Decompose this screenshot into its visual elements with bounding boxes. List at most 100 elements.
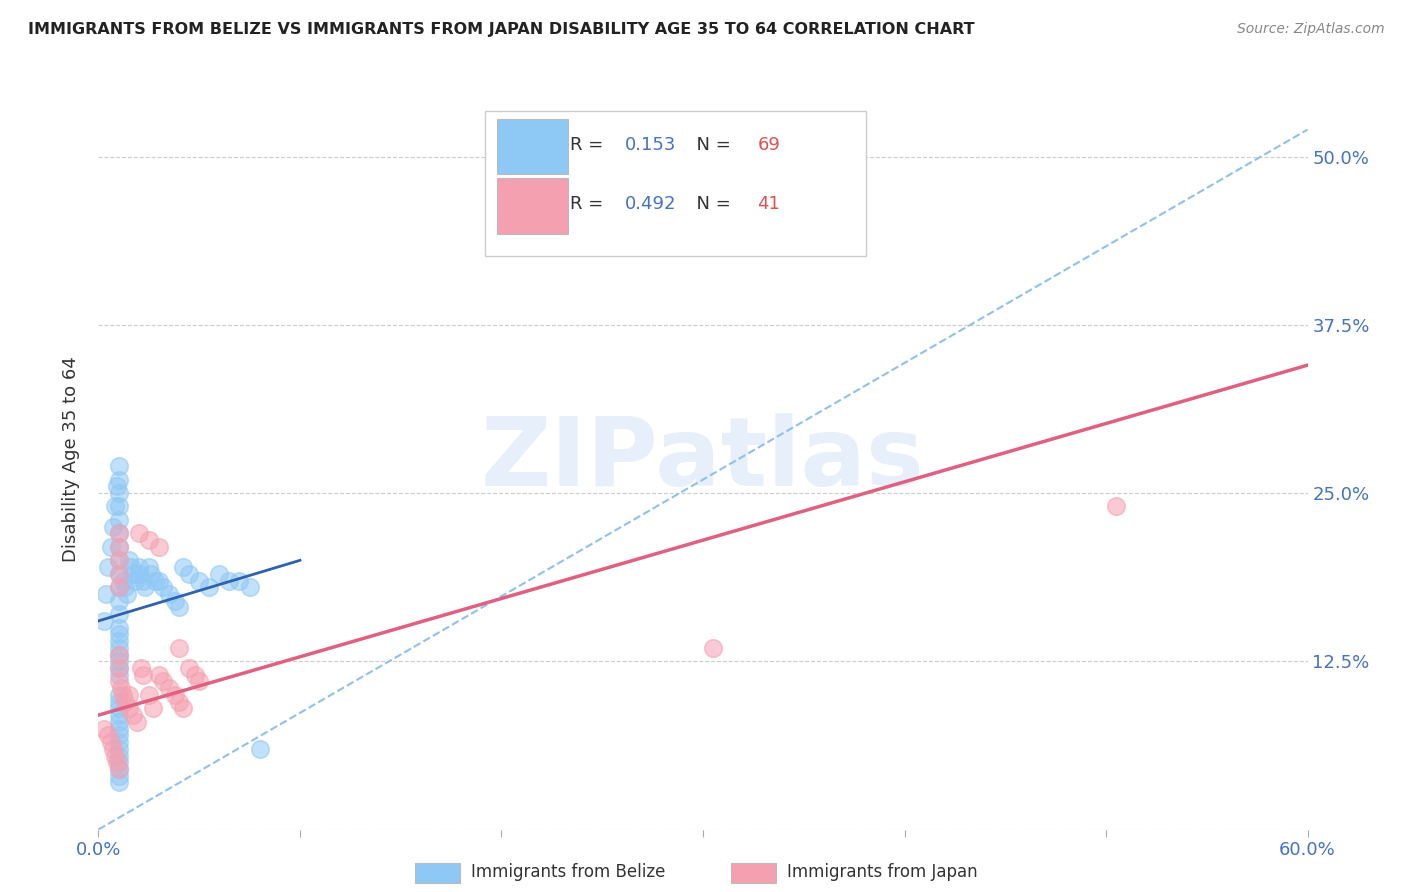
Point — [107, 701, 129, 715]
Point — [107, 741, 129, 756]
Point — [167, 600, 190, 615]
Point — [107, 553, 129, 567]
Point — [179, 566, 201, 581]
Point — [107, 580, 129, 594]
Text: 69: 69 — [758, 136, 780, 153]
Point — [107, 648, 129, 662]
Point — [167, 695, 190, 709]
Point — [132, 574, 155, 588]
Point — [157, 681, 180, 696]
Point — [172, 560, 194, 574]
Point — [228, 574, 250, 588]
Point — [148, 574, 170, 588]
Point — [128, 560, 150, 574]
Point — [167, 640, 190, 655]
Text: R =: R = — [569, 195, 609, 213]
Point — [93, 722, 115, 736]
Point — [121, 708, 143, 723]
Point — [100, 735, 122, 749]
Point — [124, 574, 146, 588]
Point — [111, 688, 134, 702]
Text: IMMIGRANTS FROM BELIZE VS IMMIGRANTS FROM JAPAN DISABILITY AGE 35 TO 64 CORRELAT: IMMIGRANTS FROM BELIZE VS IMMIGRANTS FRO… — [28, 22, 974, 37]
Point — [163, 593, 186, 607]
Point — [1105, 500, 1128, 514]
Point — [148, 540, 170, 554]
Point — [107, 593, 129, 607]
Point — [129, 661, 152, 675]
Point — [107, 640, 129, 655]
Text: 41: 41 — [758, 195, 780, 213]
Point — [107, 714, 129, 729]
Point — [107, 553, 129, 567]
Point — [152, 674, 174, 689]
FancyBboxPatch shape — [485, 112, 866, 256]
Point — [148, 667, 170, 681]
Point — [107, 661, 129, 675]
Point — [172, 701, 194, 715]
Point — [107, 526, 129, 541]
Point — [107, 513, 129, 527]
Point — [118, 688, 141, 702]
Point — [132, 667, 155, 681]
Text: ZIPatlas: ZIPatlas — [481, 413, 925, 506]
Point — [110, 681, 132, 696]
Text: Immigrants from Japan: Immigrants from Japan — [787, 863, 979, 881]
Point — [218, 574, 240, 588]
Point — [107, 526, 129, 541]
Point — [107, 648, 129, 662]
Point — [107, 769, 129, 783]
Point — [97, 560, 120, 574]
Point — [157, 587, 180, 601]
Point — [163, 688, 186, 702]
Point — [121, 566, 143, 581]
Point — [143, 574, 166, 588]
Point — [128, 566, 150, 581]
Point — [107, 775, 129, 789]
Point — [107, 459, 129, 474]
Point — [96, 587, 118, 601]
Point — [107, 695, 129, 709]
Point — [239, 580, 262, 594]
Point — [101, 741, 124, 756]
Text: 0.492: 0.492 — [624, 195, 676, 213]
Point — [100, 540, 122, 554]
Point — [128, 526, 150, 541]
Point — [107, 486, 129, 500]
Point — [152, 580, 174, 594]
Point — [184, 667, 207, 681]
Point — [107, 627, 129, 641]
Text: R =: R = — [569, 136, 609, 153]
Point — [107, 580, 129, 594]
Point — [105, 479, 128, 493]
Point — [107, 634, 129, 648]
Point — [107, 748, 129, 763]
Point — [107, 735, 129, 749]
Text: 0.153: 0.153 — [624, 136, 676, 153]
Point — [115, 587, 138, 601]
Text: N =: N = — [685, 195, 737, 213]
Y-axis label: Disability Age 35 to 64: Disability Age 35 to 64 — [62, 357, 80, 562]
Point — [97, 728, 120, 742]
Point — [138, 533, 160, 548]
Point — [138, 688, 160, 702]
Point — [107, 540, 129, 554]
Point — [125, 714, 148, 729]
Point — [107, 607, 129, 622]
Point — [103, 748, 125, 763]
Point — [107, 661, 129, 675]
Point — [107, 762, 129, 776]
Point — [107, 540, 129, 554]
FancyBboxPatch shape — [498, 178, 568, 234]
Point — [138, 560, 160, 574]
Point — [134, 580, 156, 594]
Point — [107, 500, 129, 514]
Point — [93, 614, 115, 628]
Text: N =: N = — [685, 136, 737, 153]
Point — [114, 580, 136, 594]
Point — [142, 701, 165, 715]
Point — [107, 728, 129, 742]
Point — [105, 756, 128, 770]
Point — [249, 741, 271, 756]
Point — [188, 574, 211, 588]
Point — [111, 574, 134, 588]
